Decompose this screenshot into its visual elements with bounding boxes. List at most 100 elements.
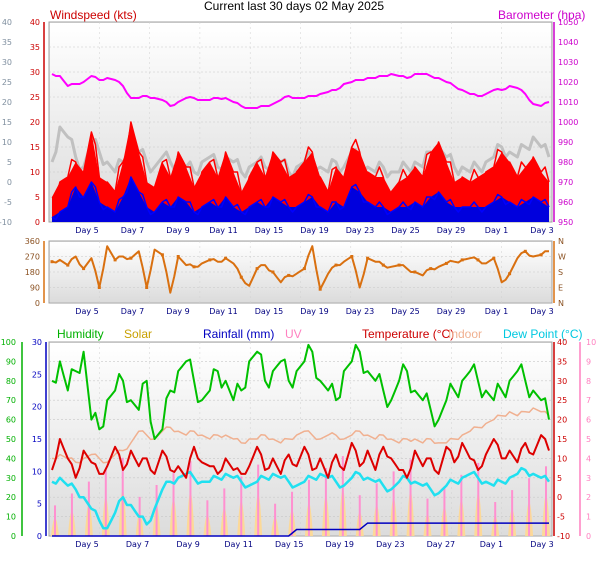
uv-axis-tick-label: 1	[586, 513, 591, 522]
gust-series-area	[52, 122, 549, 222]
winddir-point	[444, 261, 448, 265]
winddir-point	[113, 258, 117, 262]
uv-axis-tick-label: 8	[586, 377, 591, 386]
legend-humidity: Humidity	[57, 327, 104, 341]
winddir-panel-x-tick-label: Day 29	[437, 307, 466, 316]
winddir-panel-x-tick-label: Day 15	[255, 307, 284, 316]
wind-panel-x-tick-label: Day 11	[209, 226, 238, 235]
humidity-axis-tick-label: 80	[6, 377, 16, 386]
winddir-point	[224, 256, 228, 260]
wind-far-left-axis-tick-label: 35	[2, 38, 12, 47]
legend-barometer: Barometer (hpa)	[498, 8, 586, 22]
rainfall-axis-tick-label: 25	[32, 370, 42, 379]
humidity-axis-tick-label: 60	[6, 416, 16, 425]
temp-panel-x-tick-label: Day 7	[126, 540, 149, 549]
winddir-point	[255, 267, 259, 271]
winddir-panel-x-tick-label: Day 19	[300, 307, 329, 316]
wind-left-axis-tick-label: 20	[30, 118, 40, 127]
uv-day-bar	[375, 483, 378, 536]
wind-panel-x-tick-label: Day 23	[346, 226, 375, 235]
uv-day-bar	[307, 479, 310, 536]
temperature-axis-tick-label: 25	[557, 396, 567, 405]
uv-axis-tick-label: 0	[586, 532, 591, 541]
winddir-point	[97, 286, 101, 289]
barometer-axis-tick-label: 1000	[558, 118, 578, 127]
winddir-point	[523, 249, 527, 253]
winddir-point	[208, 258, 212, 262]
winddir-panel-x-tick-label: Day 9	[166, 307, 189, 316]
rainfall-axis-tick-label: 0	[37, 532, 42, 541]
winddir-panel-x-tick-label: Day 5	[75, 307, 98, 316]
winddir-point	[160, 253, 164, 257]
humidity-axis-tick-label: 40	[6, 454, 16, 463]
winddir-point	[476, 258, 480, 262]
temperature-axis-tick-label: 35	[557, 357, 567, 366]
wind-left-axis-tick-label: 15	[30, 143, 40, 152]
winddir-point	[366, 256, 370, 260]
winddir-point	[350, 255, 354, 258]
wind-far-left-axis-tick-label: 15	[2, 118, 12, 127]
legend-solar: Solar	[124, 327, 153, 341]
wind-far-left-axis-tick-label: 10	[2, 138, 12, 147]
barometer-axis-tick-label: 1010	[558, 98, 578, 107]
temperature-axis-tick-label: 15	[557, 435, 567, 444]
temperature-axis-tick-label: -5	[557, 513, 565, 522]
winddir-panel-x-tick-label: Day 25	[391, 307, 420, 316]
uv-axis-tick-label: 3	[586, 474, 591, 483]
winddir-panel-x-tick-label: Day 1	[485, 307, 508, 316]
wind-left-axis-tick-label: 35	[30, 43, 40, 52]
temperature-axis-tick-label: 10	[557, 454, 567, 463]
wind-far-left-axis-tick-label: 5	[7, 158, 12, 167]
wind-panel-x-tick-label: Day 1	[485, 226, 508, 235]
windspeed-series-area	[52, 177, 549, 222]
barometer-axis-tick-label: 960	[558, 198, 573, 207]
temperature-axis-tick-label: 30	[557, 377, 567, 386]
wind-panel-x-tick-label: Day 5	[75, 226, 98, 235]
uv-day-bar	[206, 500, 209, 536]
wind-far-left-axis-tick-label: -10	[0, 218, 12, 227]
temperature-axis-tick-label: 5	[557, 474, 562, 483]
temperature-axis-tick-label: -10	[557, 532, 570, 541]
winddir-left-axis-tick-label: 0	[35, 299, 40, 308]
wind-far-left-axis-tick-label: 20	[2, 98, 12, 107]
barometer-axis-tick-label: 980	[558, 158, 573, 167]
winddir-point	[334, 263, 338, 267]
uv-axis-tick-label: 9	[586, 357, 591, 366]
winddir-point	[129, 256, 133, 260]
winddir-series-line	[51, 245, 549, 294]
barometer-series-line	[51, 73, 550, 109]
legend-indoor: Indoor	[448, 327, 483, 341]
uv-day-bar	[70, 493, 73, 536]
humidity-axis-tick-label: 90	[6, 357, 16, 366]
winddir-panel-x-tick-label: Day 11	[209, 307, 238, 316]
rainfall-axis-tick-label: 5	[37, 500, 42, 509]
winddir-point	[82, 267, 86, 271]
uv-axis-tick-label: 10	[586, 338, 596, 347]
wind-left-axis-tick-label: 10	[30, 168, 40, 177]
winddir-point	[508, 272, 512, 276]
uv-day-bar	[392, 471, 395, 536]
temperature-axis-tick-label: 0	[557, 493, 562, 502]
uv-day-bar	[324, 468, 327, 536]
uv-day-bar	[223, 488, 226, 536]
winddir-point	[239, 275, 243, 279]
wind-panel-x-tick-label: Day 19	[300, 226, 329, 235]
indoor-series-line	[51, 407, 550, 464]
uv-day-bar	[545, 466, 547, 536]
winddir-right-axis-tick-label: S	[558, 268, 563, 277]
temperature-axis-tick-label: 40	[557, 338, 567, 347]
uv-day-bar	[409, 459, 412, 536]
temp-panel-x-tick-label: Day 11	[224, 540, 253, 549]
barometer-axis-tick-label: 1020	[558, 78, 578, 87]
winddir-point	[413, 270, 417, 274]
uv-day-bar	[477, 462, 480, 536]
humidity-axis-tick-label: 30	[6, 474, 16, 483]
wind-left-axis-tick-label: 5	[35, 193, 40, 202]
rainfall-axis-tick-label: 15	[32, 435, 42, 444]
winddir-left-axis-tick-label: 90	[30, 284, 40, 293]
temp-panel-x-tick-label: Day 1	[480, 540, 503, 549]
wind-far-left-axis-tick-label: 30	[2, 58, 12, 67]
winddir-panel-x-tick-label: Day 3	[530, 307, 553, 316]
